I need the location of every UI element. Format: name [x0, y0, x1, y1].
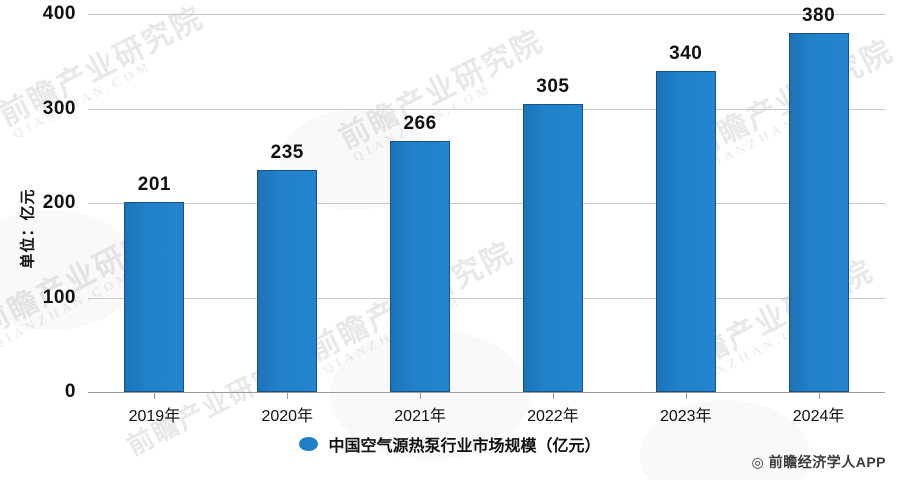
bar-value-label-2024年: 380 — [801, 4, 836, 26]
x-tick-label-2023年: 2023年 — [659, 408, 712, 425]
legend-marker-icon — [299, 437, 319, 451]
x-tick-mark-2020年 — [287, 392, 289, 399]
bar-value-label-2019年: 201 — [137, 174, 171, 196]
bar-2024年[interactable] — [788, 32, 849, 392]
bar-2020年[interactable] — [257, 169, 318, 392]
bar-2023年[interactable] — [655, 70, 716, 392]
x-tick-label-2022年: 2022年 — [527, 408, 579, 425]
gridline-200 — [88, 203, 885, 204]
gridline-300 — [88, 108, 885, 110]
x-tick-mark-2022年 — [552, 392, 554, 399]
attribution-text: 前瞻经济学人APP — [768, 454, 886, 470]
x-tick-label-2020年: 2020年 — [261, 408, 314, 425]
bar-value-label-2023年: 340 — [669, 42, 703, 64]
y-tick-label-200: 200 — [42, 192, 76, 213]
bar-value-label-2020年: 235 — [270, 141, 304, 163]
gridline-400 — [88, 14, 885, 15]
chart-legend: 中国空气源热泵行业市场规模（亿元） — [0, 432, 900, 456]
copyright-icon: ◎ — [751, 454, 764, 470]
y-tick-label-300: 300 — [42, 97, 76, 119]
y-tick-label-400: 400 — [42, 3, 76, 24]
y-tick-label-0: 0 — [64, 381, 76, 402]
x-tick-mark-2024年 — [818, 392, 820, 399]
bar-value-label-2021年: 266 — [403, 112, 437, 134]
bar-2019年[interactable] — [124, 202, 185, 392]
attribution: ◎ 前瞻经济学人APP — [751, 452, 886, 472]
x-tick-label-2019年: 2019年 — [128, 408, 181, 425]
x-tick-label-2021年: 2021年 — [394, 408, 446, 425]
bar-value-label-2022年: 305 — [536, 75, 570, 97]
bar-2021年[interactable] — [390, 140, 451, 392]
x-tick-mark-2023年 — [685, 392, 687, 399]
x-tick-label-2024年: 2024年 — [792, 408, 845, 425]
gridline-100 — [88, 297, 885, 299]
legend-item-label: 中国空气源热泵行业市场规模（亿元） — [328, 438, 601, 455]
gridline-0 — [88, 392, 885, 393]
bar-2022年[interactable] — [522, 103, 583, 392]
y-tick-label-100: 100 — [42, 286, 76, 308]
x-tick-mark-2019年 — [154, 392, 156, 399]
x-tick-mark-2021年 — [420, 392, 422, 399]
